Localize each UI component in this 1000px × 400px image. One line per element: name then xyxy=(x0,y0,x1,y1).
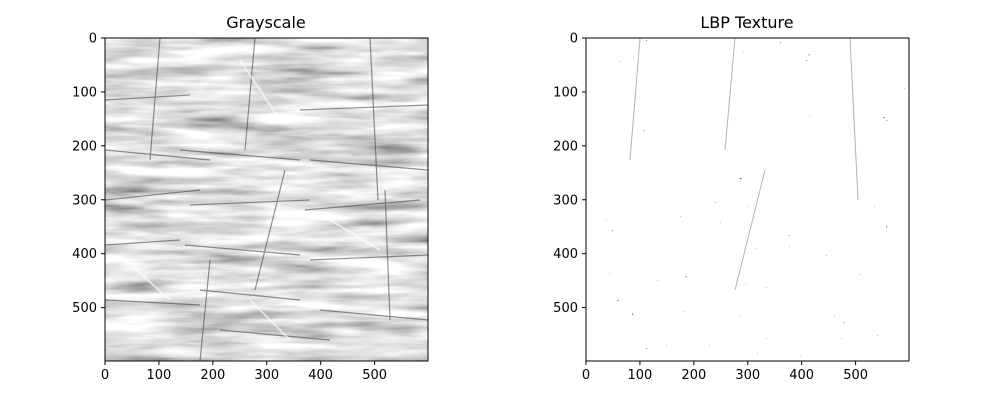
x-tick-label: 200 xyxy=(200,368,225,383)
y-tick-label: 300 xyxy=(553,193,578,208)
ticks-lbp: 0 100 200 300 400 500 0 100 200 300 400 500 xyxy=(553,32,868,384)
x-tick-label: 500 xyxy=(843,368,868,383)
grayscale-image xyxy=(104,37,429,362)
y-tick-label: 500 xyxy=(72,301,97,316)
y-tick-label: 400 xyxy=(553,247,578,262)
x-tick-label: 100 xyxy=(147,368,172,383)
lbp-image xyxy=(585,37,910,361)
y-tick-label: 200 xyxy=(553,139,578,154)
x-tick-label: 200 xyxy=(681,368,706,383)
y-tick-label: 100 xyxy=(553,85,578,100)
y-tick-label: 100 xyxy=(72,85,97,100)
ticks-grayscale: 0 100 200 300 400 500 0 100 200 300 400 500 xyxy=(72,32,387,384)
panel-title-lbp: LBP Texture xyxy=(700,13,793,32)
x-tick-label: 300 xyxy=(254,368,279,383)
x-tick-label: 0 xyxy=(582,368,590,383)
panel-title-grayscale: Grayscale xyxy=(226,13,305,32)
y-tick-label: 300 xyxy=(72,193,97,208)
y-tick-label: 0 xyxy=(89,32,97,47)
x-tick-label: 0 xyxy=(101,368,109,383)
x-tick-label: 100 xyxy=(628,368,653,383)
panel-grayscale: Grayscale 0 100 200 300 400 500 0 100 200 300 400 5… xyxy=(72,13,429,384)
panel-lbp: LBP Texture 0 100 200 300 400 500 0 100 200 300 40… xyxy=(553,13,910,384)
x-tick-label: 300 xyxy=(735,368,760,383)
x-tick-label: 400 xyxy=(308,368,333,383)
x-tick-label: 400 xyxy=(789,368,814,383)
y-tick-label: 500 xyxy=(553,301,578,316)
y-tick-label: 200 xyxy=(72,139,97,154)
y-tick-label: 400 xyxy=(72,247,97,262)
y-tick-label: 0 xyxy=(570,32,578,47)
x-tick-label: 500 xyxy=(362,368,387,383)
